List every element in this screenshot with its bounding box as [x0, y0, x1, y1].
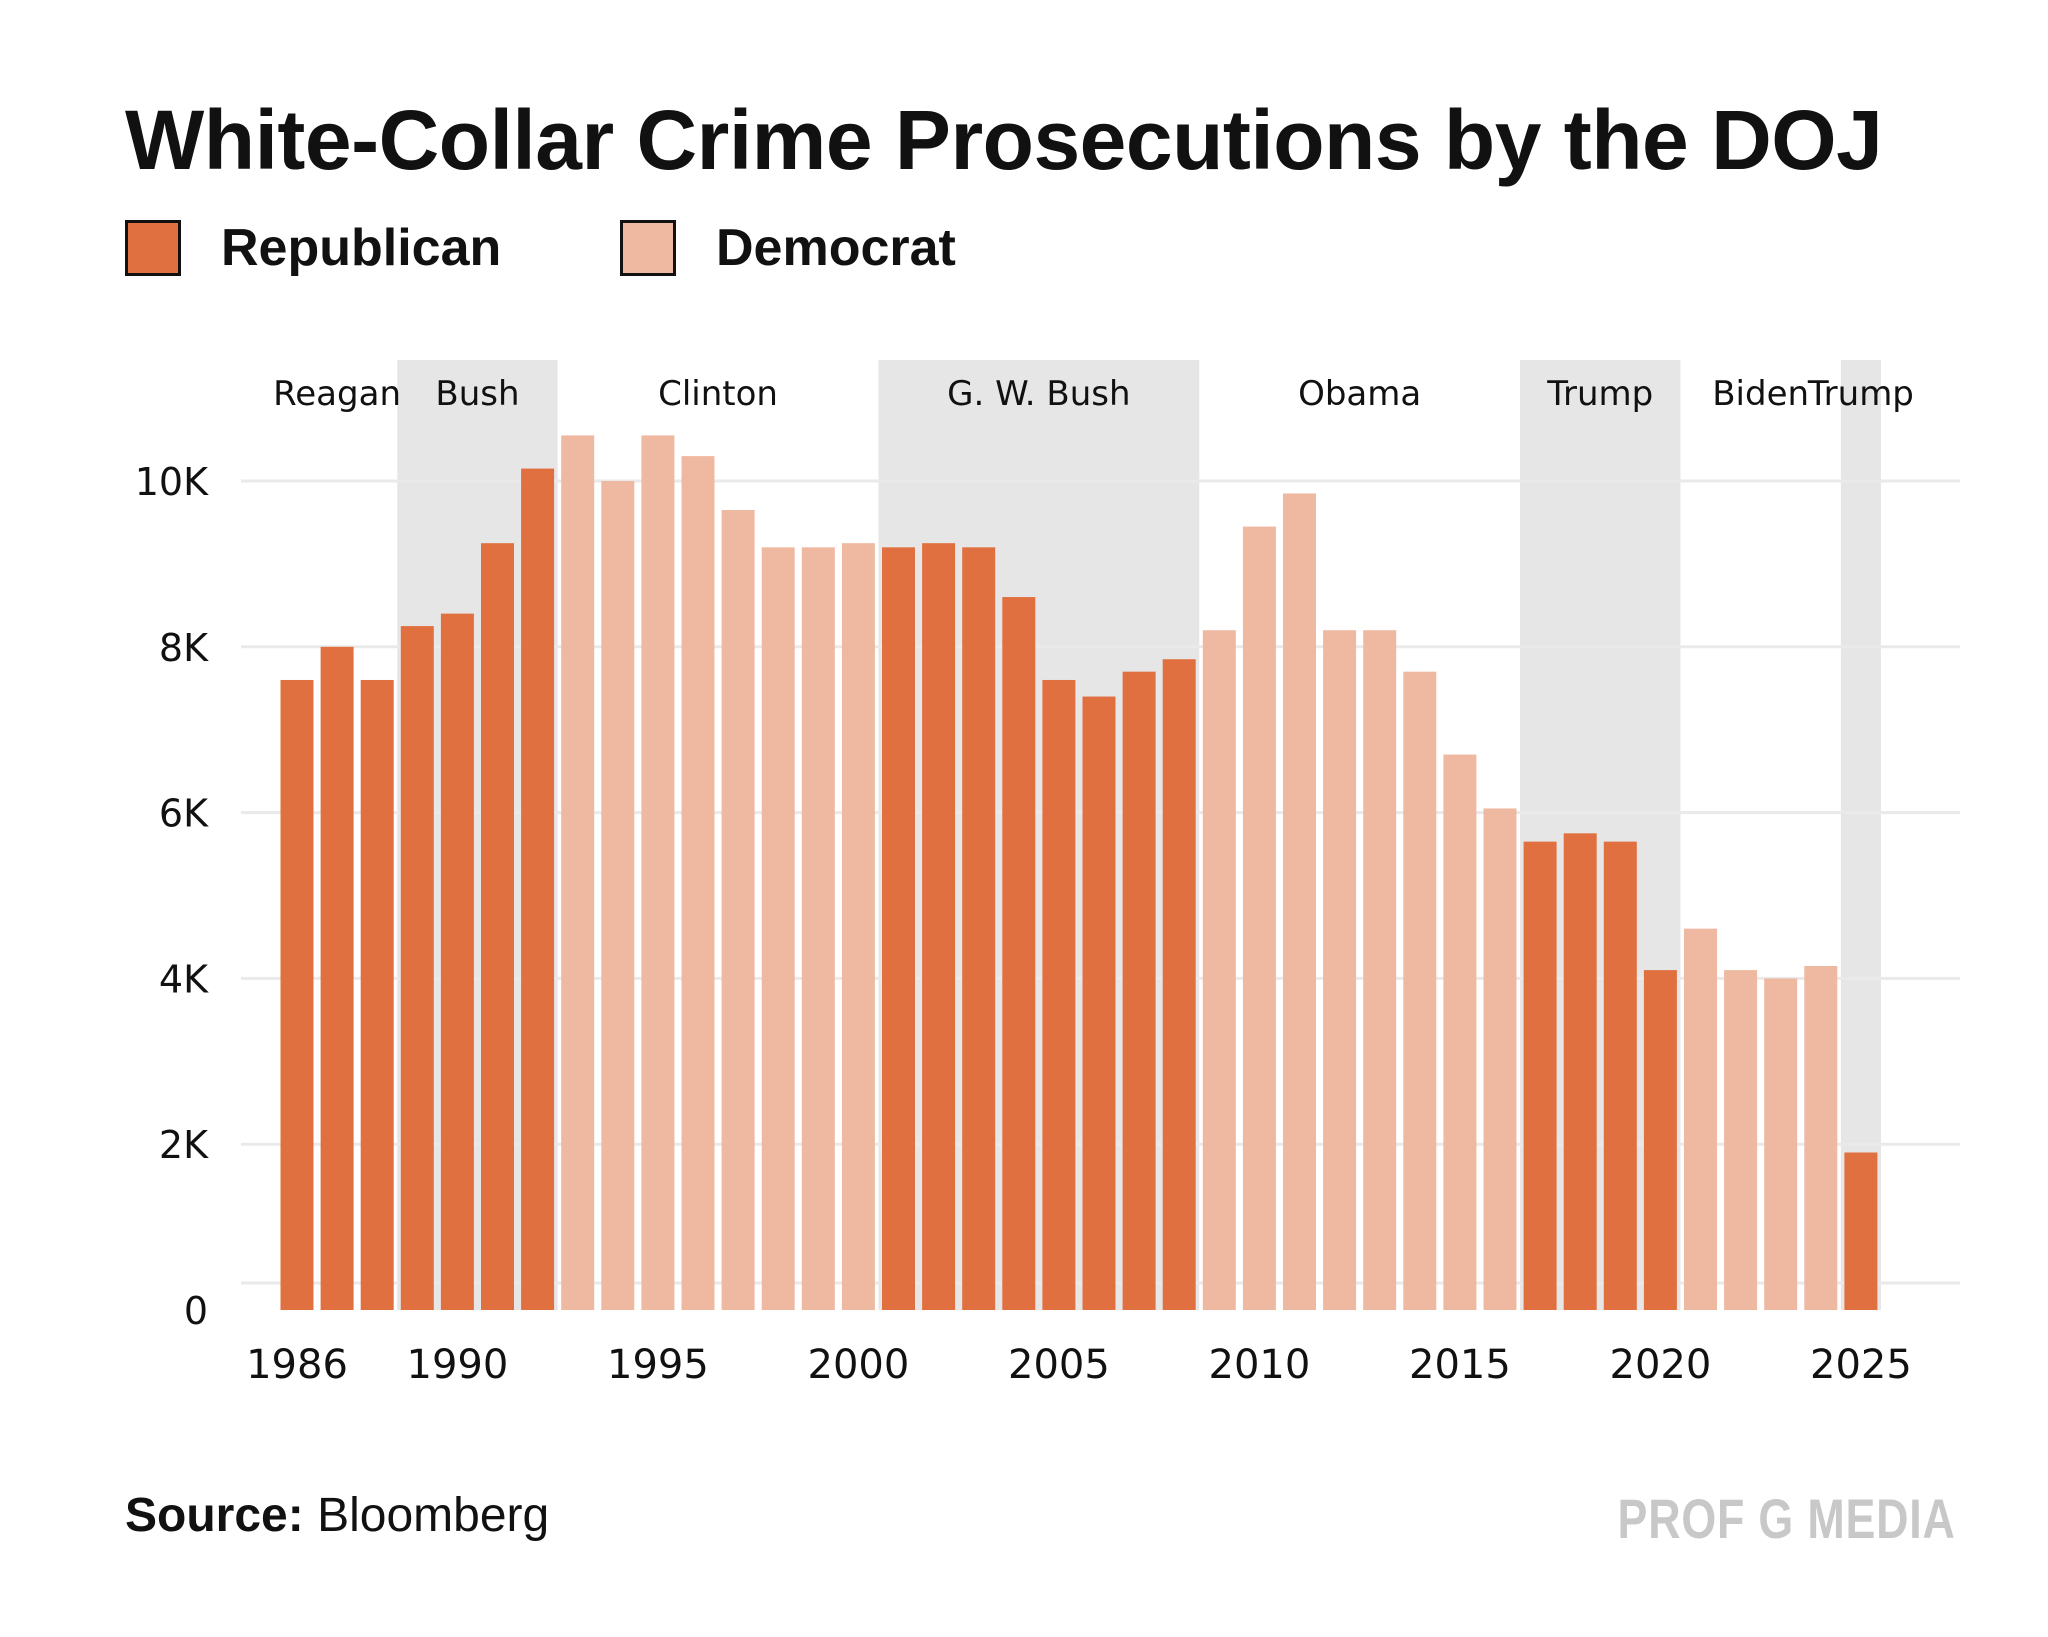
bar [1363, 630, 1397, 1310]
bar [1323, 630, 1357, 1310]
bar [601, 481, 635, 1310]
bar [1443, 754, 1477, 1310]
admin-label: Bush [435, 374, 519, 414]
source-label: Source: [125, 1489, 304, 1542]
bar [1042, 679, 1076, 1310]
bar [481, 543, 514, 1310]
admin-label: Obama [1298, 374, 1421, 414]
bar [280, 679, 314, 1310]
bar [1242, 526, 1276, 1310]
bar [1764, 978, 1798, 1310]
admin-label: Trump [1807, 374, 1914, 414]
legend-swatch-republican [125, 220, 181, 276]
bar [561, 435, 595, 1310]
bar [1724, 970, 1758, 1310]
bar [1202, 630, 1236, 1310]
bar [841, 543, 875, 1310]
x-axis: 1986 1990 1995 2000 2005 2010 2015 2020 2025 [246, 1342, 1912, 1388]
y-axis: 0 2K 4K 6K 8K 10K [135, 460, 209, 1333]
brand-logo: PROF G MEDIA [1617, 1487, 1956, 1550]
x-tick-label: 2010 [1209, 1342, 1311, 1388]
bar [1563, 833, 1597, 1310]
y-tick-label: 2K [159, 1123, 209, 1167]
x-tick-label: 1986 [246, 1342, 348, 1388]
bar [761, 547, 795, 1310]
bar [962, 547, 996, 1310]
x-tick-label: 2005 [1008, 1342, 1110, 1388]
bars [280, 435, 1878, 1310]
admin-label: Biden [1712, 374, 1809, 414]
x-tick-label: 2020 [1610, 1342, 1712, 1388]
bar [1122, 671, 1156, 1310]
bar [922, 543, 956, 1310]
bar [1483, 808, 1517, 1310]
legend-item-democrat: Democrat [620, 218, 956, 278]
bar [521, 468, 555, 1310]
bar [1403, 671, 1437, 1310]
bar [801, 547, 835, 1310]
source-value: Bloomberg [317, 1489, 550, 1542]
legend-item-republican: Republican [125, 218, 501, 278]
x-tick-label: 2015 [1409, 1342, 1511, 1388]
admin-shade [1840, 360, 1881, 1310]
admin-label: G. W. Bush [947, 374, 1130, 414]
bar [1082, 696, 1116, 1310]
bar [1162, 659, 1196, 1310]
bar [681, 456, 715, 1310]
bar [641, 435, 675, 1310]
legend-label-republican: Republican [221, 219, 502, 277]
bar [1844, 1152, 1878, 1310]
x-tick-label: 2000 [808, 1342, 910, 1388]
bar [1603, 841, 1637, 1310]
bar [1684, 928, 1717, 1310]
bar [440, 613, 474, 1310]
y-tick-label: 6K [159, 792, 209, 836]
bar [400, 626, 434, 1310]
bar [1804, 965, 1838, 1310]
bar [1283, 493, 1316, 1310]
x-tick-label: 2025 [1810, 1342, 1912, 1388]
y-tick-label: 0 [184, 1289, 208, 1333]
legend-label-democrat: Democrat [716, 219, 956, 277]
x-tick-label: 1995 [607, 1342, 709, 1388]
y-tick-label: 8K [159, 626, 209, 670]
bar [882, 547, 915, 1310]
bar [721, 510, 755, 1310]
y-tick-label: 4K [159, 957, 209, 1001]
legend-swatch-democrat [620, 220, 676, 276]
bar [320, 646, 354, 1310]
y-tick-label: 10K [135, 460, 209, 504]
bar [360, 679, 394, 1310]
bar [1002, 597, 1036, 1310]
admin-label: Trump [1546, 374, 1653, 414]
admin-label: Clinton [658, 374, 778, 414]
admin-label: Reagan [273, 374, 401, 414]
administration-labels: Reagan Bush Clinton G. W. Bush Obama Trump Bid… [273, 374, 1914, 414]
source-note: Source: Bloomberg [125, 1488, 549, 1543]
chart-title: White-Collar Crime Prosecutions by the D… [125, 93, 1883, 187]
x-tick-label: 1990 [407, 1342, 509, 1388]
bar [1523, 841, 1557, 1310]
bar [1643, 970, 1677, 1310]
